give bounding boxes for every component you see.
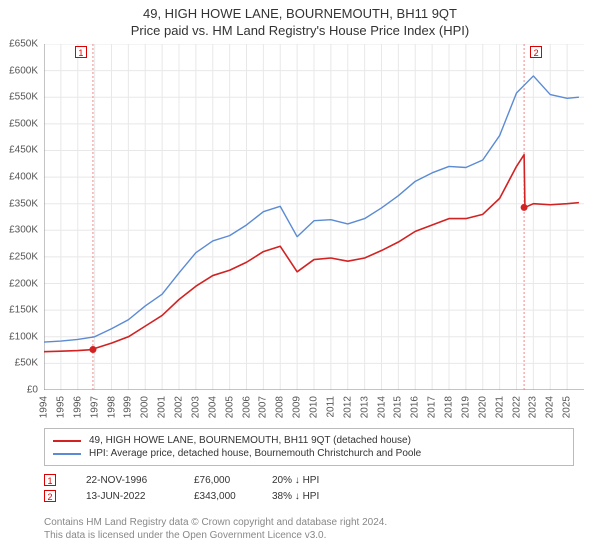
event-price: £76,000 [194,475,254,486]
x-tick-label: 2014 [376,396,387,418]
y-tick-label: £50K [15,358,38,369]
x-axis-labels: 1994199519961997199819992000200120022003… [44,392,584,428]
x-tick-label: 2011 [325,396,336,418]
footer: Contains HM Land Registry data © Crown c… [44,516,574,542]
y-tick-label: £500K [9,118,38,129]
x-tick-label: 2005 [224,396,235,418]
x-tick-label: 2004 [207,396,218,418]
plot-svg [44,44,584,390]
x-tick-label: 2021 [494,396,505,418]
y-tick-label: £250K [9,251,38,262]
x-tick-label: 2018 [444,396,455,418]
x-tick-label: 2006 [241,396,252,418]
y-tick-label: £200K [9,278,38,289]
y-tick-label: £400K [9,172,38,183]
event-price: £343,000 [194,491,254,502]
y-axis-labels: £0£50K£100K£150K£200K£250K£300K£350K£400… [0,44,42,390]
x-tick-label: 2009 [292,396,303,418]
x-tick-label: 1996 [72,396,83,418]
y-tick-label: £300K [9,225,38,236]
x-tick-label: 2010 [309,396,320,418]
event-row: 1 22-NOV-1996 £76,000 20% ↓ HPI [44,474,574,486]
x-tick-label: 2025 [562,396,573,418]
x-tick-label: 2001 [157,396,168,418]
footer-line: This data is licensed under the Open Gov… [44,529,574,542]
sale-events: 1 22-NOV-1996 £76,000 20% ↓ HPI 2 13-JUN… [44,470,574,506]
x-tick-label: 2008 [275,396,286,418]
x-tick-label: 1998 [106,396,117,418]
x-tick-label: 2013 [359,396,370,418]
x-tick-label: 2003 [190,396,201,418]
legend-label-hpi: HPI: Average price, detached house, Bour… [89,448,421,459]
event-hpi: 20% ↓ HPI [272,475,352,486]
x-tick-label: 1994 [39,396,50,418]
x-tick-label: 2017 [427,396,438,418]
event-hpi: 38% ↓ HPI [272,491,352,502]
x-tick-label: 2024 [545,396,556,418]
y-tick-label: £350K [9,198,38,209]
sale-annotation-marker: 2 [530,46,542,58]
legend-row: 49, HIGH HOWE LANE, BOURNEMOUTH, BH11 9Q… [53,435,565,446]
title-subtitle: Price paid vs. HM Land Registry's House … [0,23,600,40]
event-marker: 1 [44,474,56,486]
y-tick-label: £650K [9,39,38,50]
x-tick-label: 1999 [123,396,134,418]
x-tick-label: 1997 [89,396,100,418]
y-tick-label: £100K [9,331,38,342]
x-tick-label: 2020 [477,396,488,418]
legend-swatch-property [53,440,81,442]
x-tick-label: 2012 [342,396,353,418]
titles: 49, HIGH HOWE LANE, BOURNEMOUTH, BH11 9Q… [0,0,600,40]
footer-line: Contains HM Land Registry data © Crown c… [44,516,574,529]
legend: 49, HIGH HOWE LANE, BOURNEMOUTH, BH11 9Q… [44,428,574,466]
x-tick-label: 2002 [174,396,185,418]
y-tick-label: £150K [9,305,38,316]
sale-annotation-marker: 1 [75,46,87,58]
y-tick-label: £450K [9,145,38,156]
event-row: 2 13-JUN-2022 £343,000 38% ↓ HPI [44,490,574,502]
x-tick-label: 2007 [258,396,269,418]
x-tick-label: 2022 [511,396,522,418]
chart-container: 49, HIGH HOWE LANE, BOURNEMOUTH, BH11 9Q… [0,0,600,560]
x-tick-label: 2000 [140,396,151,418]
y-tick-label: £0 [27,385,38,396]
event-date: 13-JUN-2022 [86,491,176,502]
plot-area: 12 [44,44,584,390]
x-tick-label: 2016 [410,396,421,418]
x-tick-label: 2023 [528,396,539,418]
y-tick-label: £600K [9,65,38,76]
title-main: 49, HIGH HOWE LANE, BOURNEMOUTH, BH11 9Q… [0,6,600,23]
legend-label-property: 49, HIGH HOWE LANE, BOURNEMOUTH, BH11 9Q… [89,435,411,446]
y-tick-label: £550K [9,92,38,103]
event-date: 22-NOV-1996 [86,475,176,486]
x-tick-label: 2015 [393,396,404,418]
event-marker: 2 [44,490,56,502]
legend-row: HPI: Average price, detached house, Bour… [53,448,565,459]
x-tick-label: 1995 [55,396,66,418]
legend-swatch-hpi [53,453,81,455]
x-tick-label: 2019 [460,396,471,418]
